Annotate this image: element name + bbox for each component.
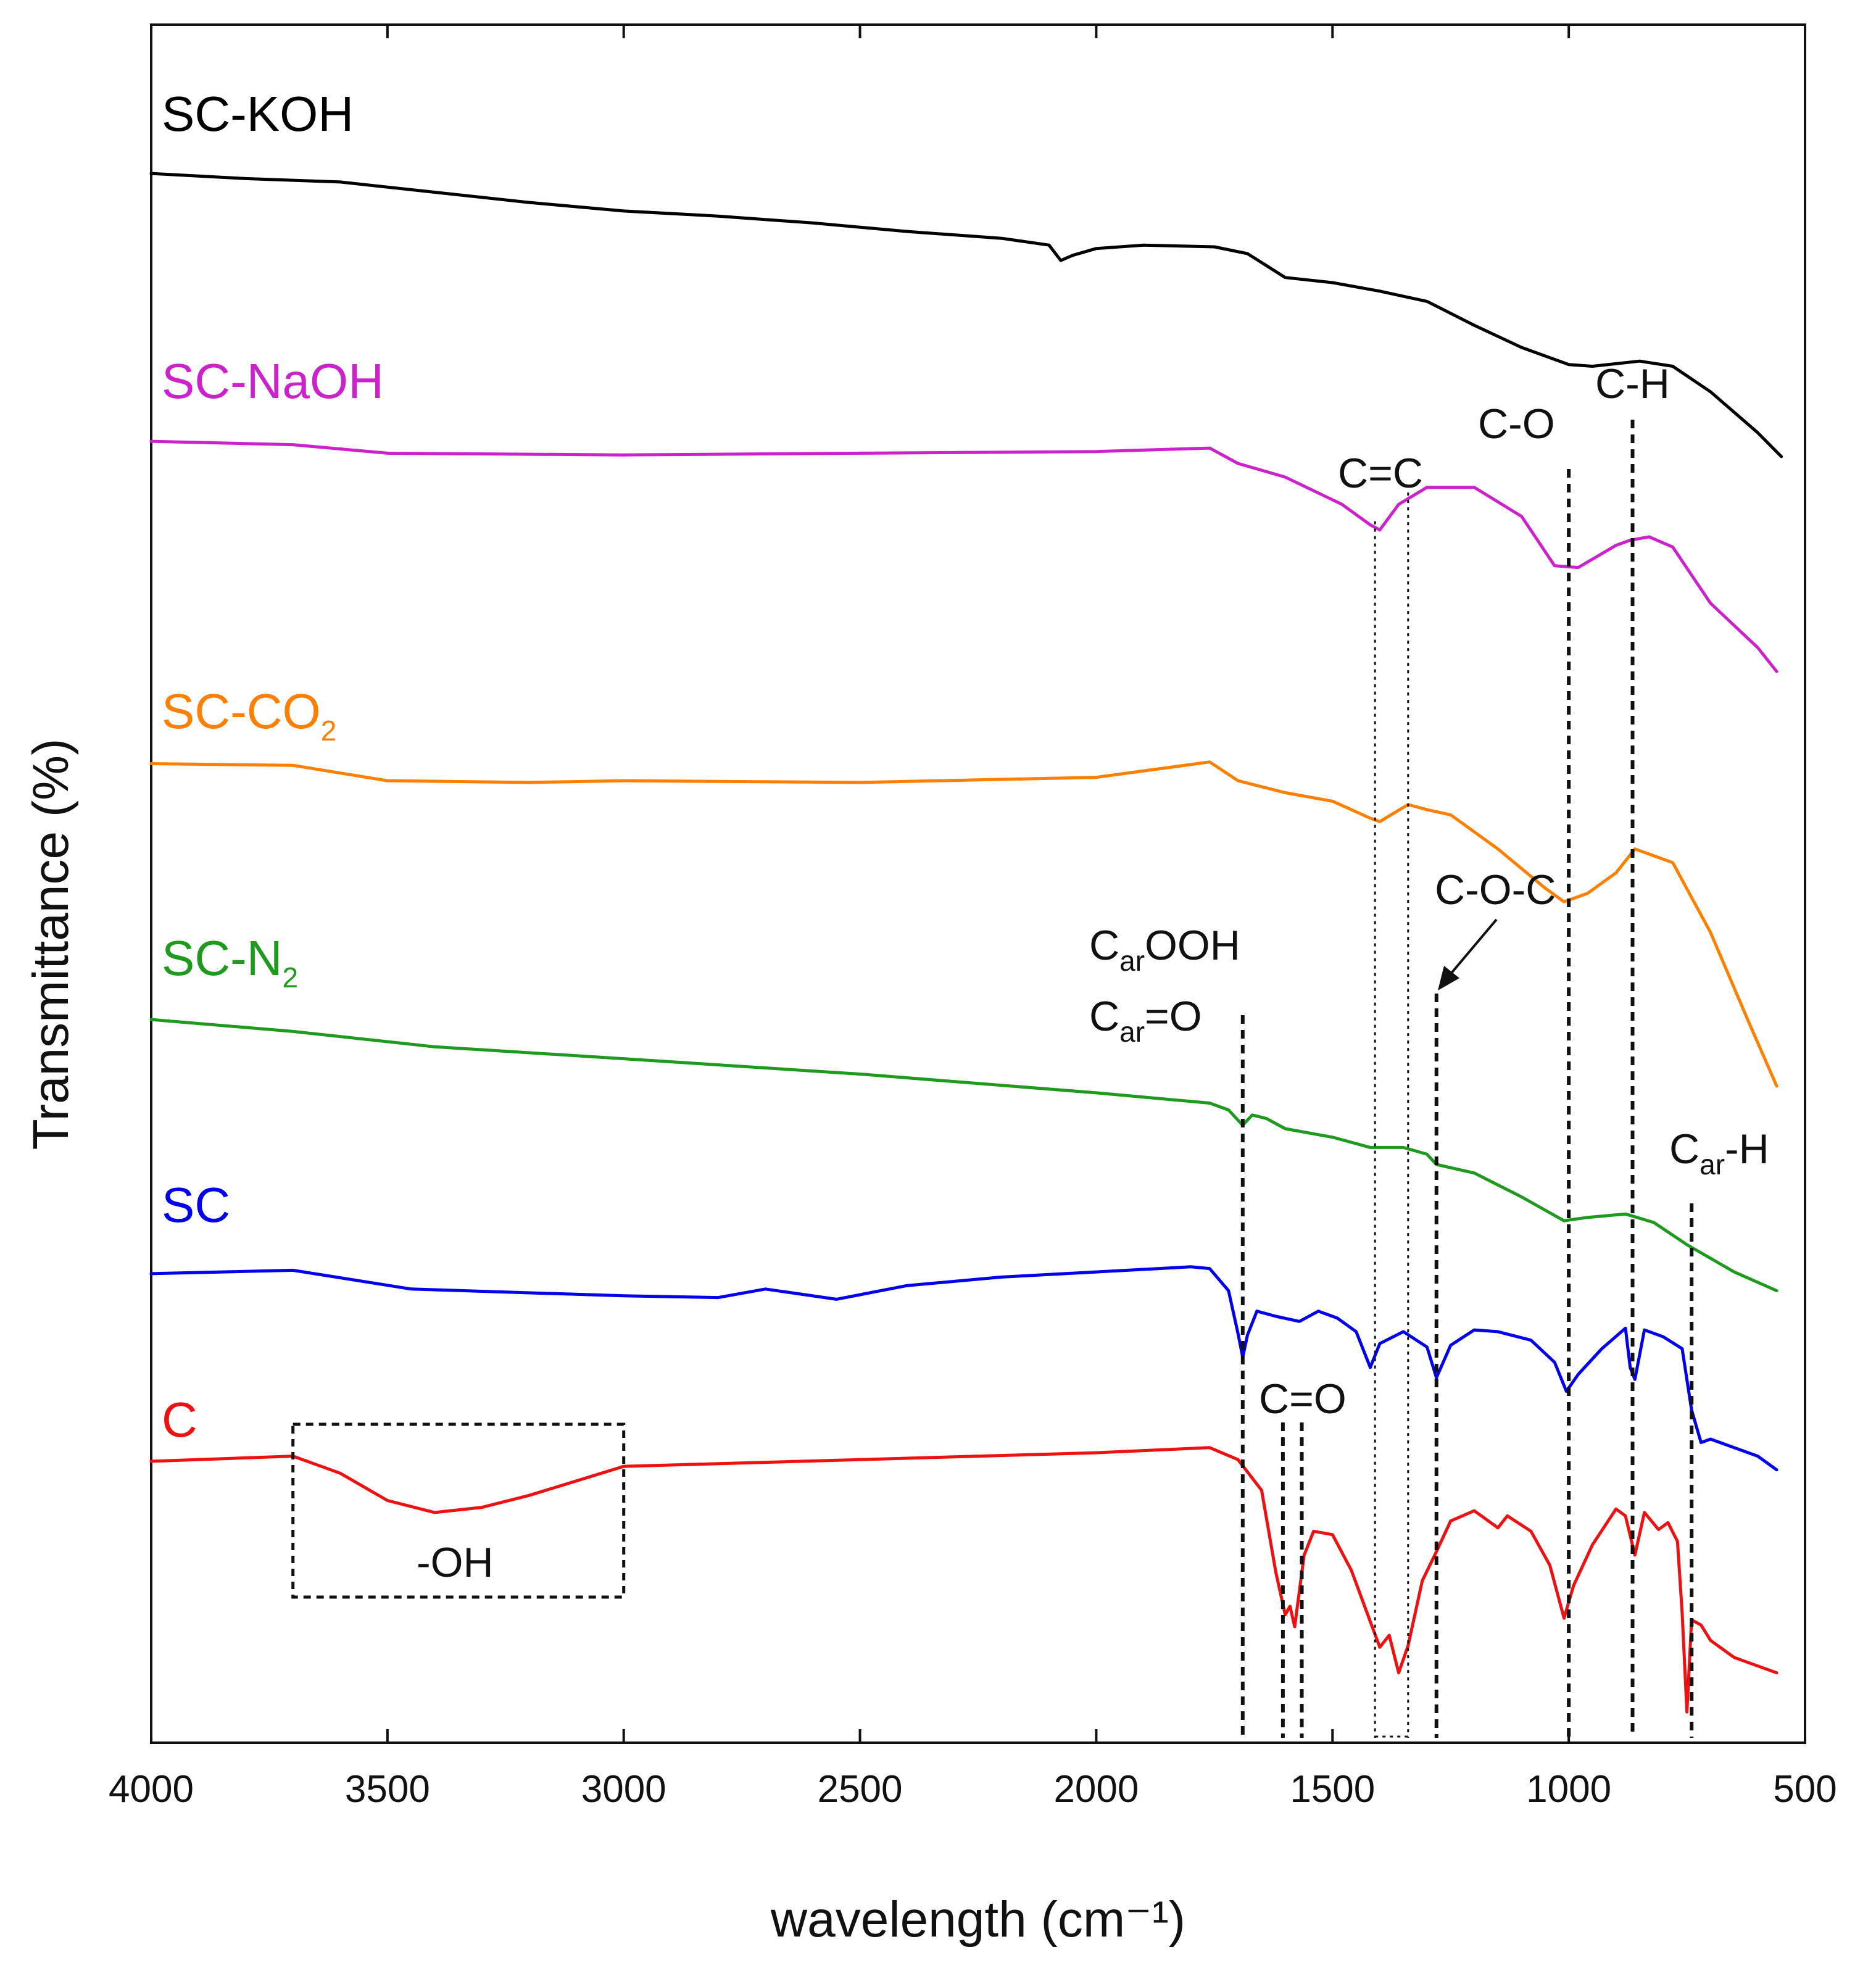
annotation-c-o: C-O [1478, 401, 1555, 447]
series-line-sc-n2 [149, 1018, 1778, 1292]
annotation-car-h: Car-H [1669, 1126, 1769, 1181]
series-line-sc-koh [149, 172, 1783, 459]
series-line-sc-naoh [149, 439, 1778, 673]
annotation-lines [291, 420, 1694, 1738]
annotation-car-o: Car=O [1089, 993, 1202, 1048]
series-label-sc-co2: SC-CO2 [162, 684, 336, 747]
annotation-c-h: C-H [1595, 360, 1670, 407]
x-tick-label: 2500 [818, 1768, 903, 1811]
series-label-sc-koh: SC-KOH [162, 86, 354, 141]
annotation-c-o-c: C-O-C [1435, 866, 1556, 913]
series-label-sc-naoh: SC-NaOH [162, 354, 384, 409]
x-tick-label: 1000 [1526, 1768, 1611, 1811]
y-axis-title: Transmittance (%) [23, 739, 79, 1150]
x-axis-title: wavelength (cm⁻¹) [770, 1891, 1185, 1948]
x-tick-label: 4000 [109, 1768, 194, 1811]
c-o-c-arrow [1446, 918, 1498, 979]
c-o-c-arrowhead [1438, 966, 1459, 990]
series-line-sc [149, 1265, 1778, 1472]
x-tick-label: 3500 [345, 1768, 430, 1811]
x-tick-label: 2000 [1053, 1768, 1139, 1811]
x-axis-ticks: 4000 3500 3000 2500 2000 1500 1000 500 [109, 25, 1837, 1811]
x-tick-label: 1500 [1290, 1768, 1375, 1811]
series-label-sc-n2: SC-N2 [162, 931, 298, 994]
series-label-c: C [162, 1392, 197, 1447]
series-label-sc: SC [162, 1177, 230, 1232]
annotation-c-c: C=C [1338, 450, 1423, 497]
plot-frame [150, 23, 1806, 1744]
series-line-sc-co2 [149, 760, 1778, 1088]
annotation-car-ooh: CarOOH [1089, 922, 1240, 977]
series-line-c [149, 1446, 1778, 1714]
x-tick-label: 3000 [581, 1768, 666, 1811]
oh-region-box [291, 1422, 626, 1599]
x-tick-label: 500 [1773, 1768, 1837, 1811]
annotation-c-o-carbonyl: C=O [1259, 1376, 1347, 1422]
annotation-oh: -OH [417, 1539, 494, 1586]
